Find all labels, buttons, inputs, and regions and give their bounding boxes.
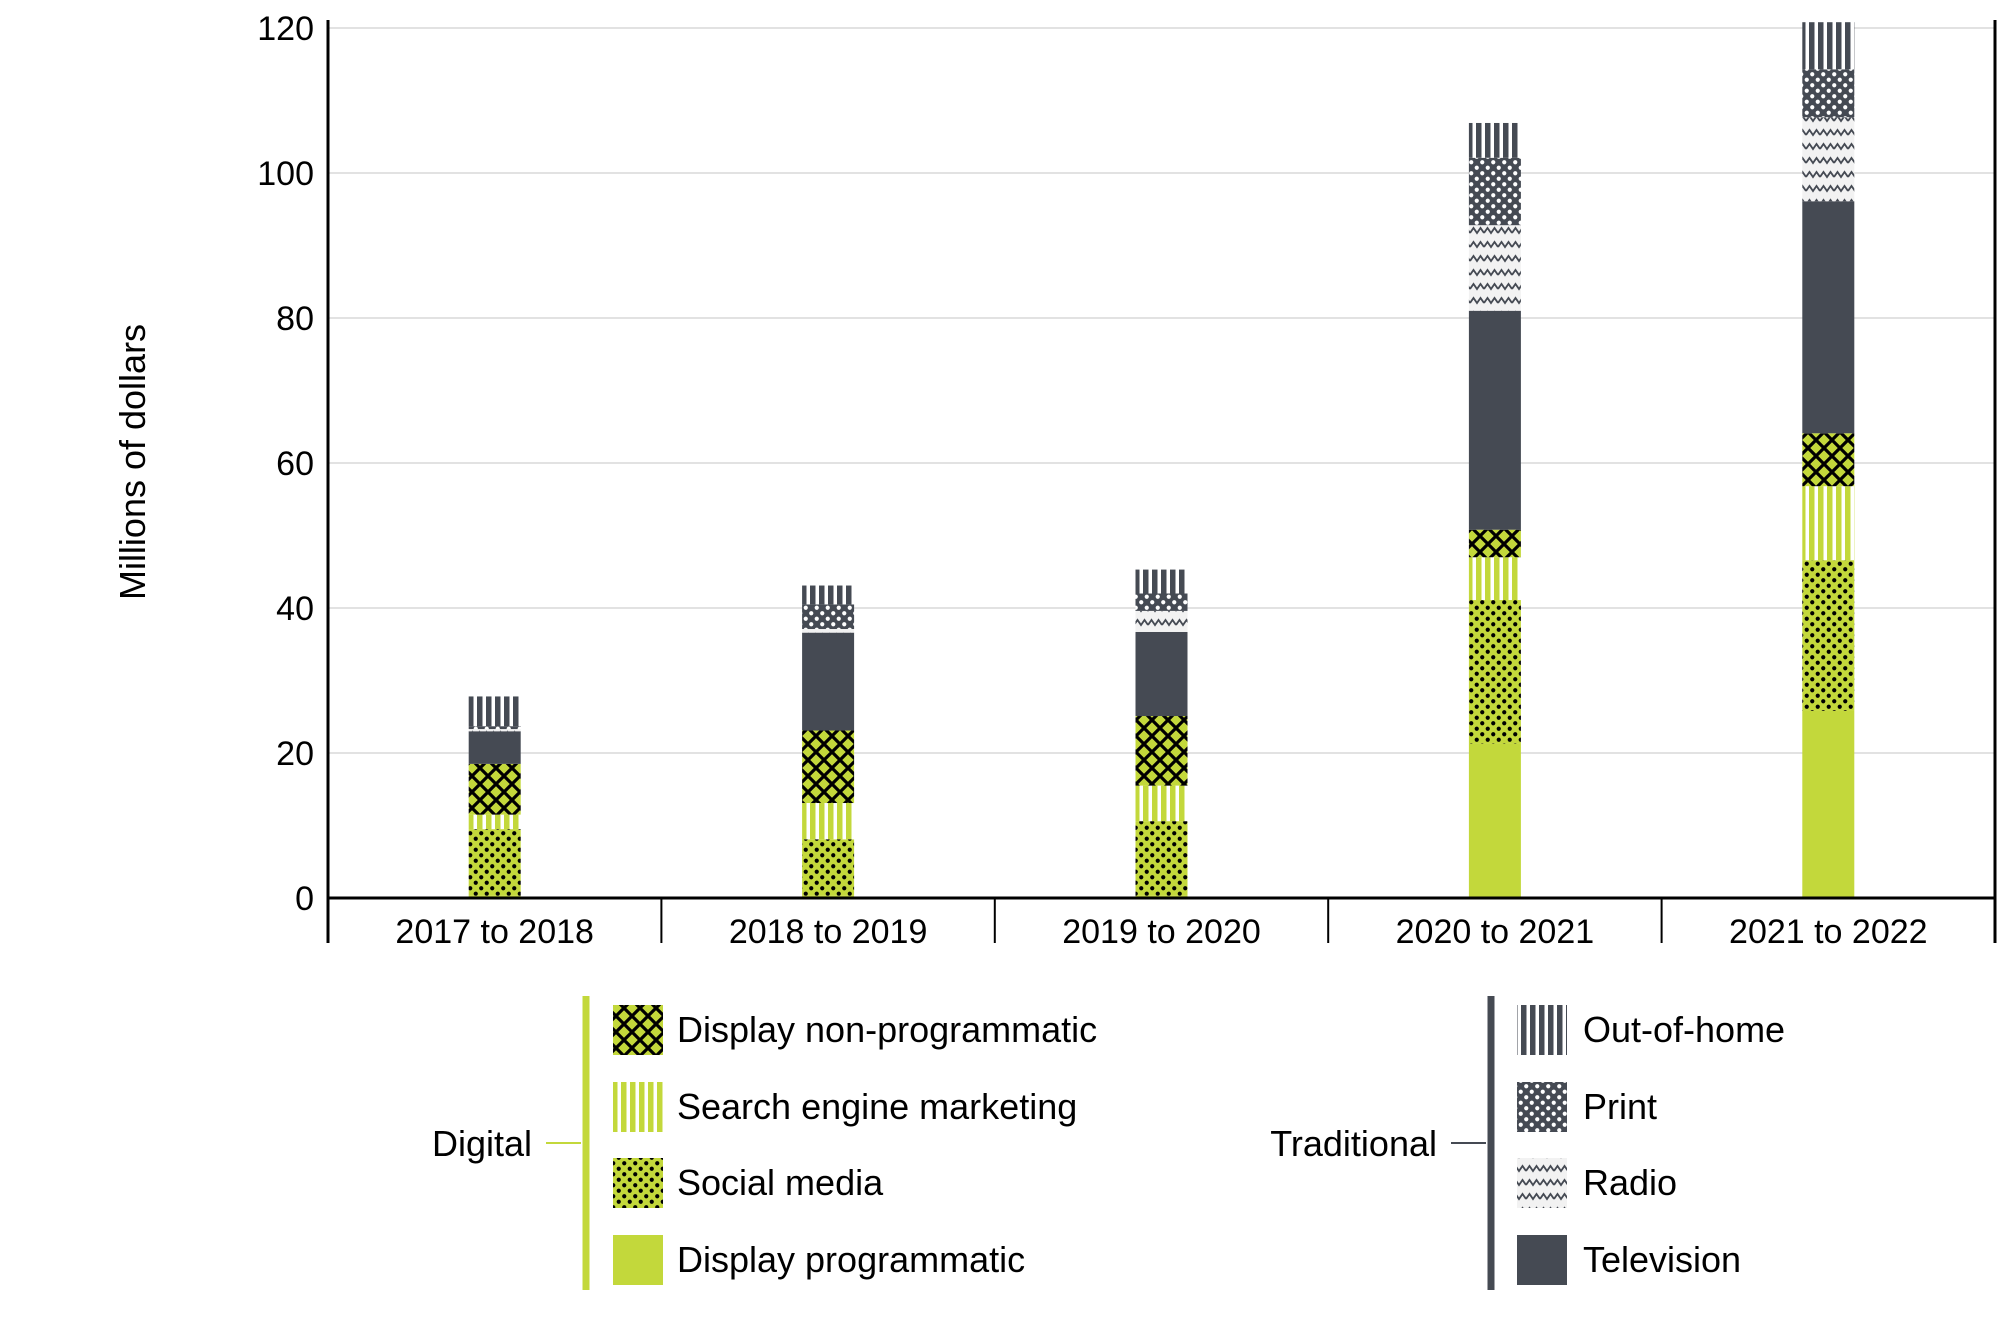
bar-2021-to-2022-social-media — [1802, 560, 1855, 711]
y-tick-label-0: 0 — [295, 880, 314, 918]
bar-2018-to-2019-display-non-programmatic — [802, 730, 855, 804]
bar-2017-to-2018-display-non-programmatic — [468, 763, 521, 815]
legend-label-search-engine-marketing: Search engine marketing — [677, 1086, 1077, 1127]
bar-2017-to-2018-radio — [468, 729, 521, 732]
legend-swatch-print — [1517, 1082, 1567, 1132]
legend: Digital Display non-programmatic Search en… — [432, 996, 1785, 1290]
y-tick-label-20: 20 — [276, 735, 314, 773]
bar-2021-to-2022-search-engine-marketing — [1802, 486, 1855, 561]
legend-group-digital: Digital Display non-programmatic Search en… — [432, 996, 1097, 1290]
bar-2021-to-2022-display-non-programmatic — [1802, 433, 1855, 487]
legend-swatch-radio — [1517, 1158, 1567, 1208]
bar-2018-to-2019-social-media — [802, 839, 855, 896]
bar-2020-to-2021-television — [1468, 310, 1521, 530]
y-tick-label-60: 60 — [276, 445, 314, 483]
legend-group-label-traditional: Traditional — [1270, 1123, 1437, 1164]
bar-2021-to-2022-television — [1802, 201, 1855, 434]
bar-2018-to-2019-radio — [802, 629, 855, 633]
y-tick-label-100: 100 — [257, 155, 314, 193]
y-axis-label: Millions of dollars — [112, 324, 153, 600]
bar-2017-to-2018-search-engine-marketing — [468, 814, 521, 830]
bar-2020-to-2021-radio — [1468, 225, 1521, 311]
legend-label-social-media: Social media — [677, 1162, 884, 1203]
bar-2021-to-2022-print — [1802, 69, 1855, 118]
bar-2021-to-2022-out-of-home — [1802, 22, 1855, 70]
legend-label-display-non-programmatic: Display non-programmatic — [677, 1009, 1097, 1050]
bar-2020-to-2021-display-non-programmatic — [1468, 529, 1521, 558]
y-tick-label-120: 120 — [257, 10, 314, 48]
legend-swatch-television — [1517, 1235, 1567, 1285]
bar-2019-to-2020-print — [1135, 593, 1188, 611]
bar-2018-to-2019-print — [802, 604, 855, 630]
legend-swatch-display-non-programmatic — [613, 1005, 663, 1055]
bar-2019-to-2020-out-of-home — [1135, 569, 1188, 594]
y-tick-label-80: 80 — [276, 300, 314, 338]
x-tick-label-2021-to-2022: 2021 to 2022 — [1729, 913, 1928, 951]
axes: 0 20 40 60 80 100 120 2017 to 2018 2018 to 2019 2… — [112, 10, 1997, 951]
bar-2021-to-2022-radio — [1802, 117, 1855, 202]
bar-2018-to-2019-television — [802, 632, 855, 731]
gridlines — [328, 27, 1995, 754]
x-tick-label-2017-to-2018: 2017 to 2018 — [395, 913, 594, 951]
y-tick-label-40: 40 — [276, 590, 314, 628]
legend-group-traditional: Traditional Out-of-home Print Radio Televisi… — [1270, 996, 1785, 1290]
legend-label-print: Print — [1583, 1086, 1657, 1127]
bar-2020-to-2021-search-engine-marketing — [1468, 557, 1521, 601]
legend-swatch-out-of-home — [1517, 1005, 1567, 1055]
bar-2018-to-2019-out-of-home — [802, 585, 855, 605]
bar-2019-to-2020-search-engine-marketing — [1135, 785, 1188, 822]
x-tick-label-2018-to-2019: 2018 to 2019 — [729, 913, 928, 951]
x-tick-label-2020-to-2021: 2020 to 2021 — [1396, 913, 1595, 951]
legend-label-out-of-home: Out-of-home — [1583, 1009, 1785, 1050]
legend-label-radio: Radio — [1583, 1162, 1677, 1203]
bar-2021-to-2022-display-programmatic — [1802, 710, 1855, 898]
bar-2020-to-2021-out-of-home — [1468, 122, 1521, 158]
bar-2020-to-2021-print — [1468, 157, 1521, 226]
bar-2019-to-2020-television — [1135, 631, 1188, 717]
legend-label-television: Television — [1583, 1239, 1741, 1280]
legend-swatch-social-media — [613, 1158, 663, 1208]
bar-2019-to-2020-radio — [1135, 610, 1188, 632]
bars — [468, 22, 1855, 898]
legend-swatch-display-programmatic — [613, 1235, 663, 1285]
bar-2020-to-2021-display-programmatic — [1468, 743, 1521, 898]
bar-2017-to-2018-television — [468, 731, 521, 764]
bar-2018-to-2019-search-engine-marketing — [802, 803, 855, 840]
bar-2017-to-2018-out-of-home — [468, 696, 521, 727]
bar-2017-to-2018-print — [468, 726, 521, 730]
legend-group-label-digital: Digital — [432, 1123, 532, 1164]
bar-2019-to-2020-social-media — [1135, 821, 1188, 896]
x-tick-label-2019-to-2020: 2019 to 2020 — [1062, 913, 1261, 951]
bar-2017-to-2018-social-media — [468, 829, 521, 896]
legend-label-display-programmatic: Display programmatic — [677, 1239, 1025, 1280]
bar-2020-to-2021-social-media — [1468, 600, 1521, 744]
bar-2019-to-2020-display-non-programmatic — [1135, 716, 1188, 786]
legend-swatch-search-engine-marketing — [613, 1082, 663, 1132]
